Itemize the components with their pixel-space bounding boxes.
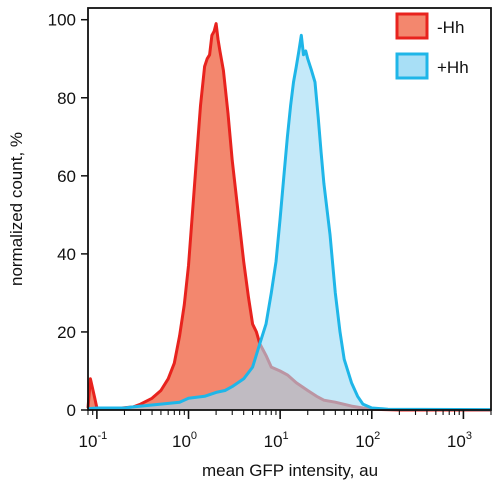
x-tick-label: 101 [264,430,289,451]
legend-label-2: +Hh [437,58,469,77]
legend: -Hh +Hh [395,12,469,80]
x-tick-label: 103 [447,430,472,451]
y-tick-label: 20 [57,323,76,342]
legend-label-1: -Hh [437,18,464,37]
series-line-2 [87,33,492,412]
series-area-1 [88,23,491,410]
x-axis-ticks: 10-1 100 101 102 103 [79,410,492,451]
y-axis-title: normalized count, % [7,132,26,286]
x-tick-label: 100 [172,430,197,451]
y-tick-label: 0 [67,401,76,420]
y-axis-ticks: 0 20 40 60 80 100 [48,11,88,420]
y-tick-label: 80 [57,89,76,108]
y-tick-label: 100 [48,11,76,30]
y-tick-label: 60 [57,167,76,186]
x-tick-label: 102 [355,430,380,451]
y-tick-label: 40 [57,245,76,264]
plot-frame [87,7,492,411]
series-area-2 [88,35,491,411]
x-tick-label: 10-1 [79,430,108,451]
plot-areas [86,22,492,412]
legend-swatch-1 [395,12,429,40]
x-axis-title: mean GFP intensity, au [202,461,378,480]
axes [87,7,492,411]
legend-swatch-2 [395,52,429,80]
